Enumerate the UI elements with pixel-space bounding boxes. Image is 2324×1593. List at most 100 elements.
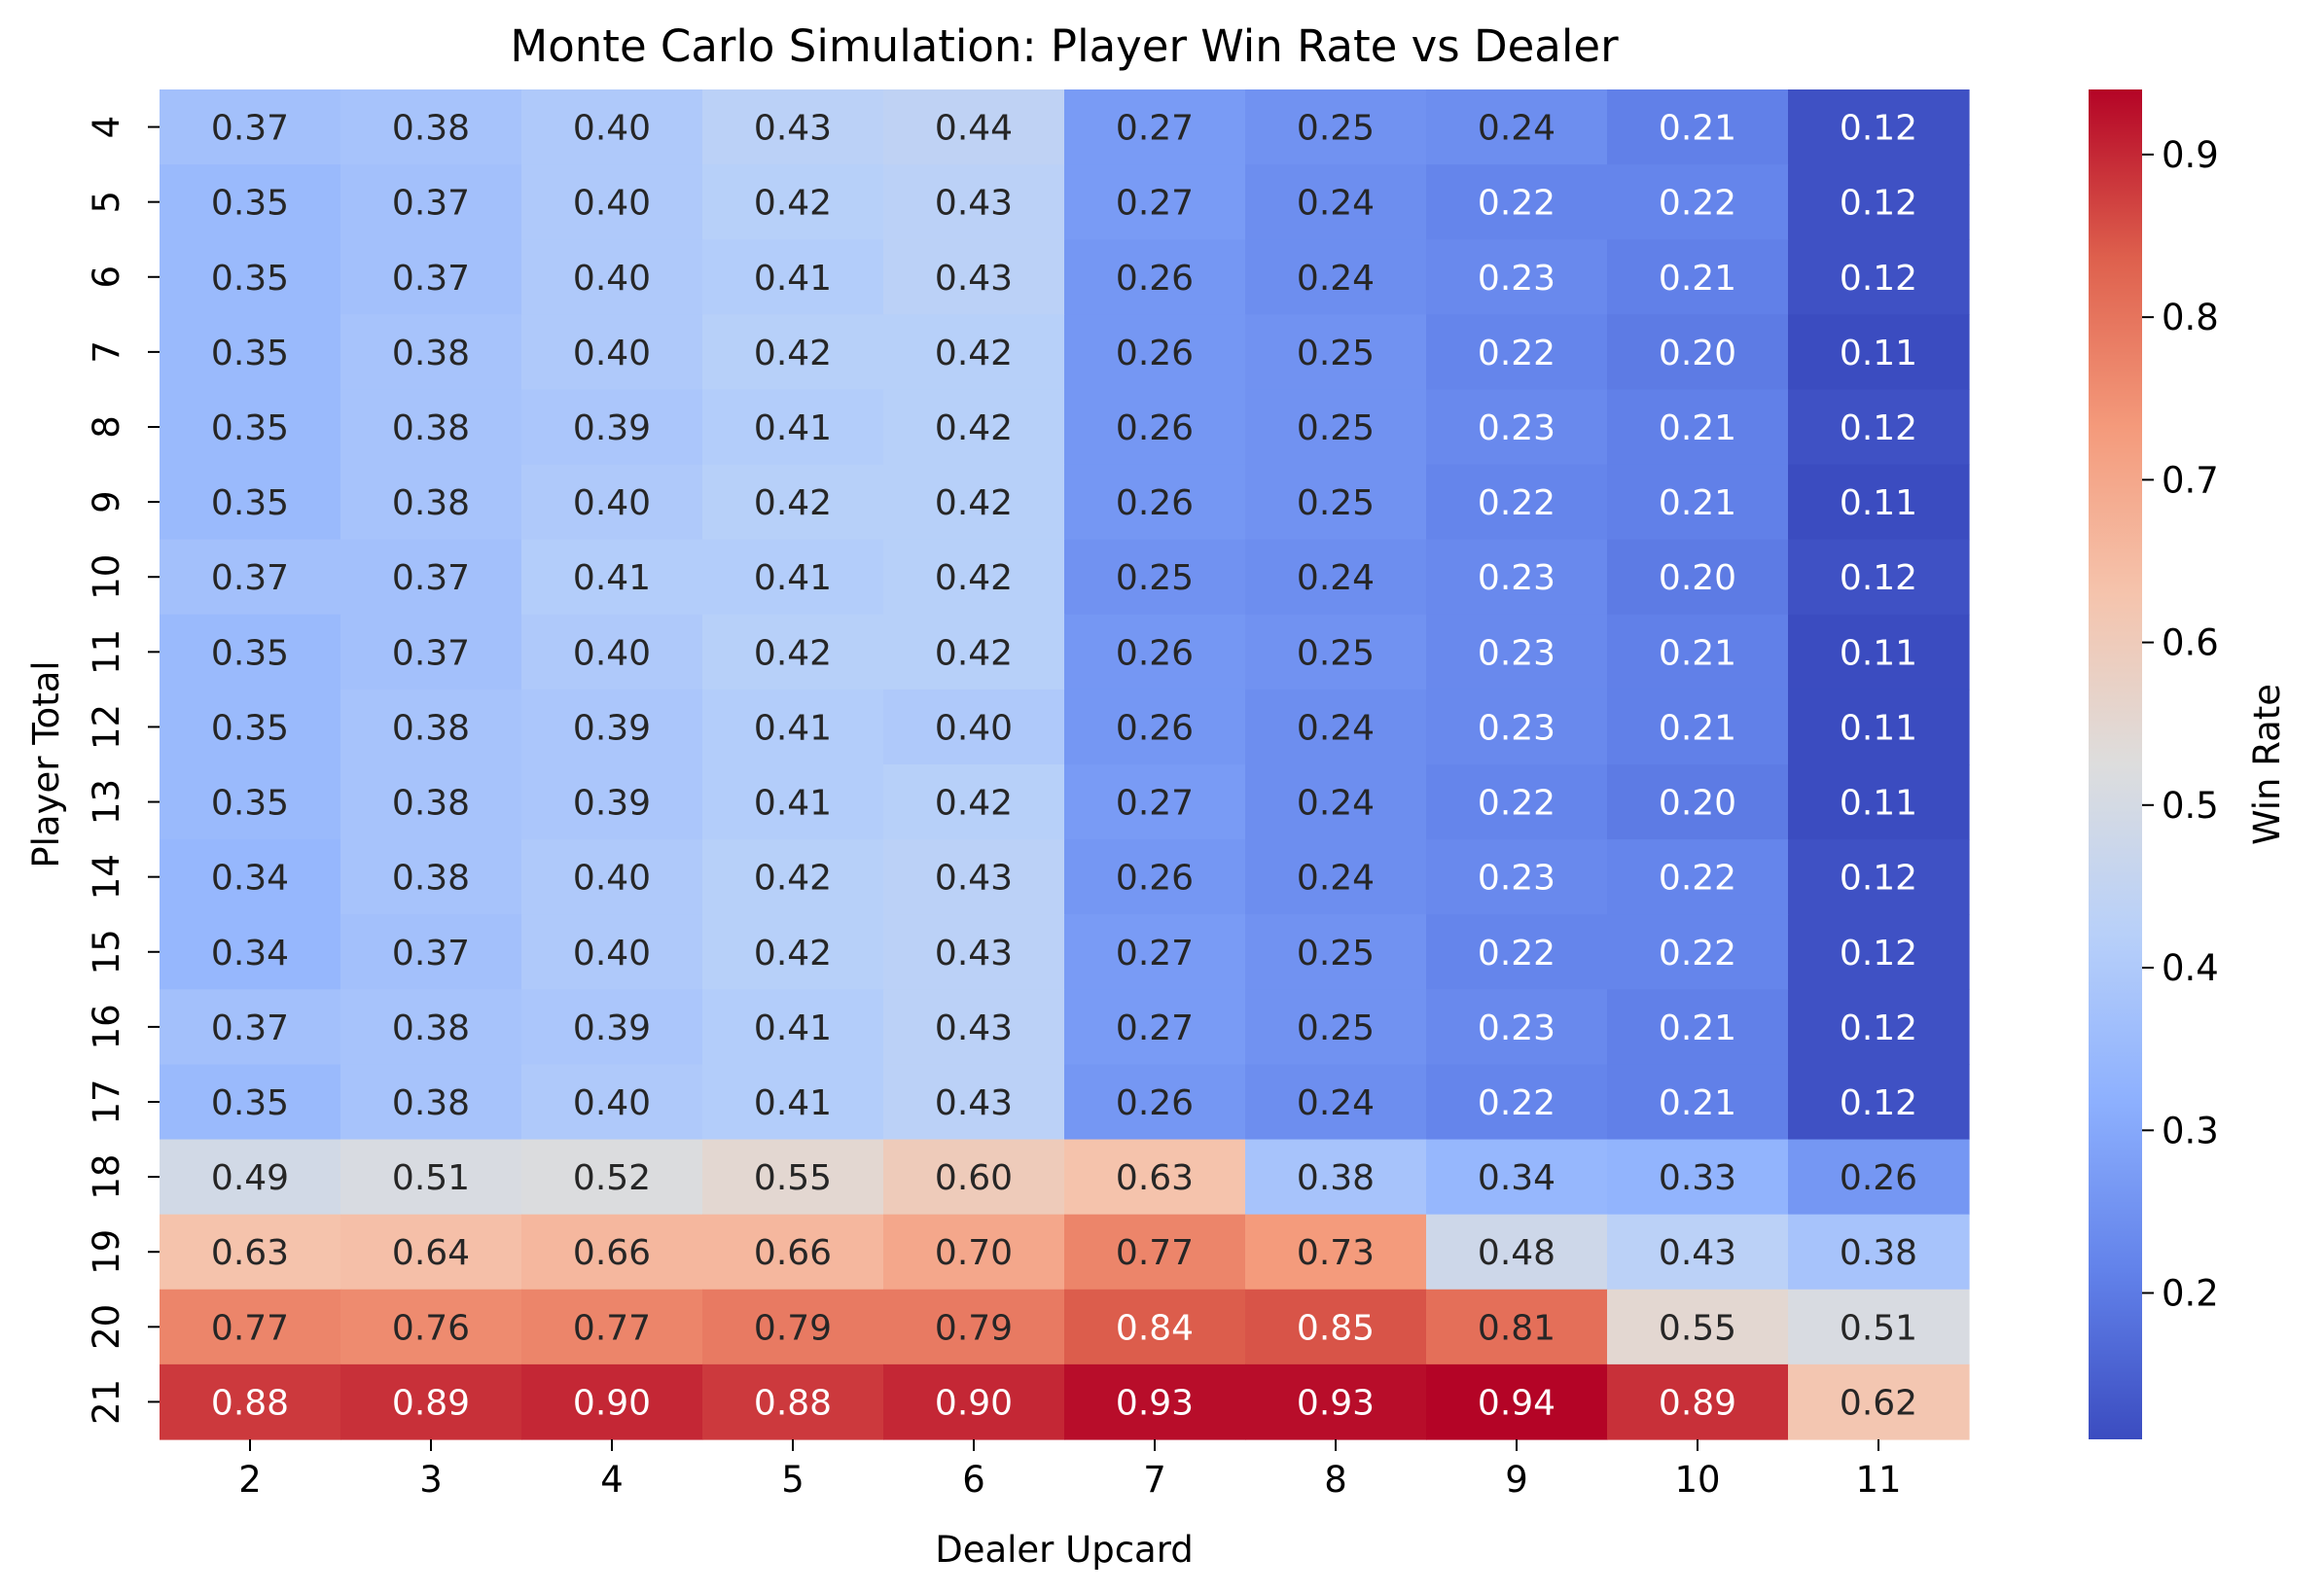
heatmap-cell [1064, 1139, 1246, 1216]
cell-value-label: 0.84 [1116, 1308, 1194, 1348]
y-axis-label: Player Total [25, 660, 67, 867]
colorbar-tick-label: 0.2 [2162, 1272, 2219, 1314]
heatmap-cell [340, 464, 522, 541]
heatmap-cell [883, 839, 1065, 915]
y-tick-label: 8 [86, 415, 127, 439]
x-axis: 2 3 4 5 6 7 8 9 10 11 [238, 1439, 1902, 1501]
cell-value-label: 0.12 [1840, 408, 1917, 448]
cell-value-label: 0.43 [935, 934, 1013, 974]
cell-value-label: 0.39 [573, 408, 651, 448]
y-tick-label: 4 [86, 116, 127, 139]
cell-value-label: 0.20 [1659, 784, 1736, 824]
heatmap-cell [883, 239, 1065, 315]
cell-value-label: 0.37 [392, 184, 470, 224]
cell-value-label: 0.43 [935, 859, 1013, 899]
y-tick-label: 7 [86, 340, 127, 364]
cell-value-label: 0.24 [1297, 184, 1375, 224]
heatmap-cell [1245, 1064, 1427, 1141]
heatmap-cell [1245, 239, 1427, 315]
heatmap-cell [521, 239, 703, 315]
cell-value-label: 0.94 [1478, 1383, 1555, 1423]
heatmap-cell [340, 764, 522, 840]
heatmap-cell [160, 389, 341, 466]
heatmap-cell [1064, 914, 1246, 990]
cell-value-label: 0.38 [1840, 1233, 1917, 1273]
cell-labels: 0.37 0.38 0.40 0.43 0.44 0.27 0.25 0.24 0.21 0.12… [211, 109, 1917, 1424]
cell-value-label: 0.24 [1297, 859, 1375, 899]
cell-value-label: 0.21 [1659, 708, 1736, 748]
heatmap-cell [883, 314, 1065, 391]
heatmap-cell [702, 839, 884, 915]
cell-value-label: 0.42 [935, 558, 1013, 598]
heatmap-cell [1788, 239, 1970, 315]
cell-value-label: 0.12 [1840, 1083, 1917, 1123]
heatmap-cell [702, 1289, 884, 1365]
x-tick-label: 2 [238, 1459, 262, 1501]
heatmap-cell [883, 614, 1065, 690]
heatmap-cell [702, 764, 884, 840]
heatmap-cell [1064, 1214, 1246, 1291]
cell-value-label: 0.85 [1297, 1308, 1375, 1348]
heatmap-cell [340, 1214, 522, 1291]
cell-value-label: 0.11 [1840, 708, 1917, 748]
heatmap-cell [702, 389, 884, 466]
heatmap-cell [1426, 689, 1608, 765]
cell-value-label: 0.35 [211, 259, 289, 299]
heatmap-cell [1245, 89, 1427, 165]
heatmap-cell [883, 164, 1065, 240]
cell-value-label: 0.26 [1116, 859, 1194, 899]
heatmap-cell [160, 764, 341, 840]
y-tick-label: 20 [86, 1304, 127, 1350]
heatmap-cell [1245, 1139, 1427, 1216]
cell-value-label: 0.40 [573, 633, 651, 673]
heatmap-cell [1426, 1139, 1608, 1216]
heatmap-cell [1245, 389, 1427, 466]
heatmap-cell [1607, 1289, 1789, 1365]
heatmap-cell [160, 1289, 341, 1365]
cell-value-label: 0.21 [1659, 1083, 1736, 1123]
y-tick-label: 15 [86, 929, 127, 974]
heatmap-cell [1426, 389, 1608, 466]
y-tick-label: 21 [86, 1379, 127, 1425]
cell-value-label: 0.11 [1840, 633, 1917, 673]
heatmap-cell [1788, 1289, 1970, 1365]
cell-value-label: 0.21 [1659, 633, 1736, 673]
cell-value-label: 0.22 [1659, 934, 1736, 974]
heatmap-cell [1607, 1214, 1789, 1291]
y-tick-label: 19 [86, 1229, 127, 1275]
cell-value-label: 0.39 [573, 708, 651, 748]
heatmap-cell [702, 689, 884, 765]
cell-value-label: 0.20 [1659, 334, 1736, 373]
heatmap-cell [521, 1363, 703, 1440]
cell-value-label: 0.88 [211, 1383, 289, 1423]
heatmap-cell [1607, 389, 1789, 466]
heatmap-cell [521, 614, 703, 690]
colorbar-tick-label: 0.3 [2162, 1110, 2219, 1151]
cell-value-label: 0.25 [1297, 334, 1375, 373]
heatmap-cell [1064, 1363, 1246, 1440]
cell-value-label: 0.43 [935, 1083, 1013, 1123]
heatmap-cell [1788, 464, 1970, 541]
heatmap-cell [340, 839, 522, 915]
heatmap-cell [1064, 839, 1246, 915]
colorbar-tick-label: 0.8 [2162, 297, 2219, 338]
cell-value-label: 0.11 [1840, 483, 1917, 523]
heatmap-cell [340, 164, 522, 240]
cell-value-label: 0.42 [935, 483, 1013, 523]
heatmap-cell [1064, 389, 1246, 466]
heatmap-cell [1426, 89, 1608, 165]
cell-value-label: 0.34 [1478, 1158, 1555, 1198]
heatmap-cell [521, 464, 703, 541]
heatmap-cell [340, 239, 522, 315]
x-tick-label: 5 [781, 1459, 804, 1501]
heatmap-cell [160, 239, 341, 315]
cell-value-label: 0.35 [211, 784, 289, 824]
cell-value-label: 0.51 [392, 1158, 470, 1198]
cell-value-label: 0.55 [754, 1158, 832, 1198]
heatmap-cell [702, 164, 884, 240]
cell-value-label: 0.63 [1116, 1158, 1194, 1198]
cell-value-label: 0.42 [935, 633, 1013, 673]
cell-value-label: 0.11 [1840, 784, 1917, 824]
heatmap-cell [1245, 1289, 1427, 1365]
